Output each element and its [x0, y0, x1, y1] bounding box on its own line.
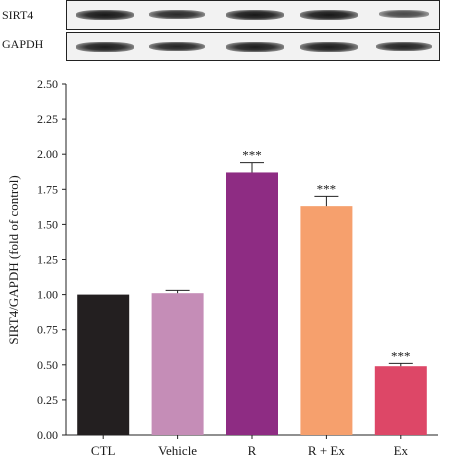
- y-tick-label: 0.50: [37, 358, 58, 372]
- significance-label: ***: [242, 148, 262, 163]
- significance-label: ***: [317, 181, 337, 196]
- bar-4: [300, 206, 353, 435]
- bar-5: [374, 366, 427, 435]
- blot-strip-sirt4: [66, 0, 440, 30]
- blot-band-gapdh-1: [76, 42, 134, 52]
- y-tick-label: 1.75: [37, 182, 58, 196]
- y-tick-label: 0.25: [37, 393, 58, 407]
- blot-band-gapdh-2: [148, 42, 206, 52]
- blot-strip-gapdh: [66, 32, 440, 61]
- x-tick-label: R: [248, 443, 257, 458]
- y-axis-label: SIRT4/GAPDH (fold of control): [6, 175, 21, 344]
- y-tick-label: 0.00: [37, 428, 58, 442]
- blot-band-gapdh-5: [375, 42, 433, 52]
- significance-label: ***: [391, 348, 411, 363]
- blot-label-sirt4: SIRT4: [2, 8, 34, 22]
- blot-band-gapdh-4: [300, 42, 358, 52]
- x-tick-label: Vehicle: [158, 443, 197, 458]
- y-tick-label: 1.50: [37, 217, 58, 231]
- x-tick-label: R + Ex: [308, 443, 345, 458]
- bar-3: [226, 172, 278, 435]
- blot-band-gapdh-3: [226, 42, 284, 52]
- bar-1: [77, 294, 130, 435]
- y-tick-label: 1.25: [37, 253, 58, 267]
- y-tick-label: 0.75: [37, 323, 58, 337]
- chart-bars: *** *** ***: [77, 148, 427, 435]
- blot-band-sirt4-4: [299, 10, 359, 20]
- y-tick-label: 1.00: [37, 288, 58, 302]
- y-tick-label: 2.50: [37, 77, 58, 91]
- bar-2: [151, 293, 204, 435]
- y-tick-label: 2.25: [37, 112, 58, 126]
- x-tick-label: CTL: [91, 443, 116, 458]
- y-tick-label: 2.00: [37, 147, 58, 161]
- blot-band-sirt4-2: [149, 10, 205, 20]
- blot-label-gapdh: GAPDH: [2, 37, 44, 51]
- blot-band-sirt4-3: [225, 10, 285, 20]
- blot-band-sirt4-5: [379, 10, 429, 19]
- x-tick-label: Ex: [394, 443, 409, 458]
- blot-band-sirt4-1: [75, 10, 135, 20]
